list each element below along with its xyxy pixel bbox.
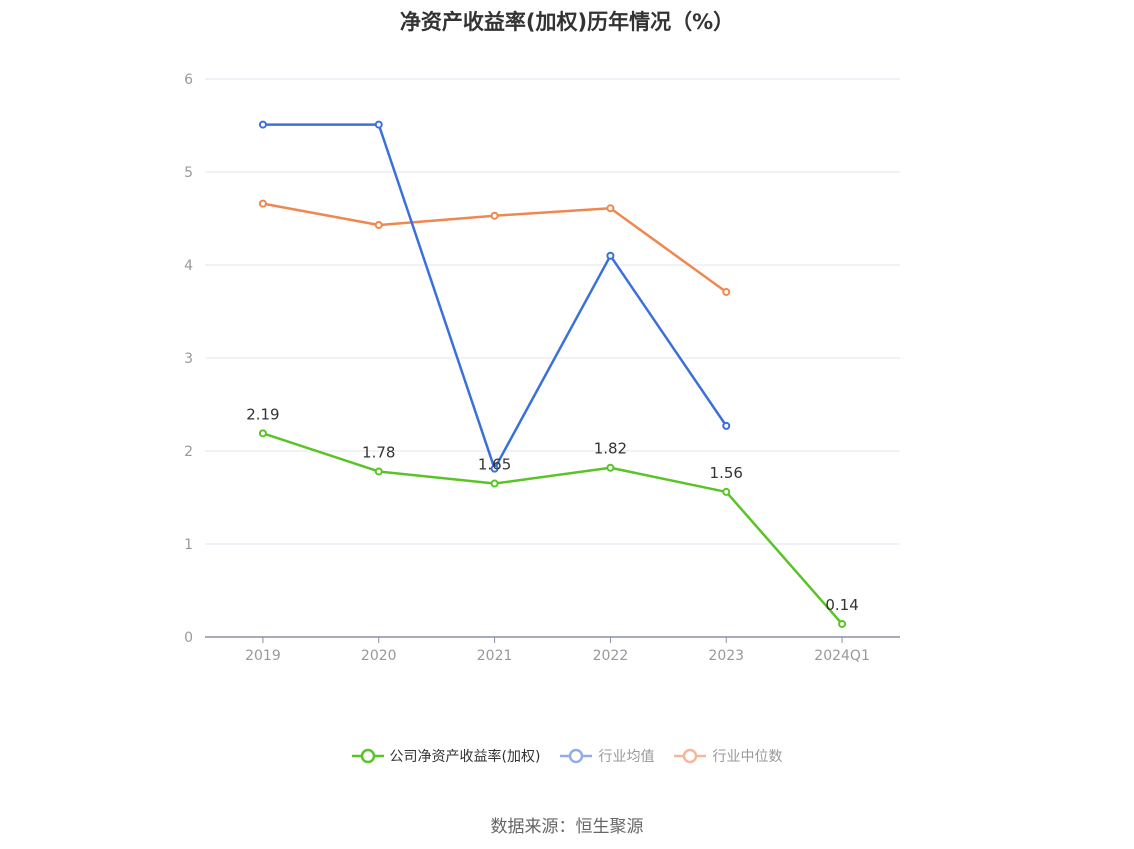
data-source: 数据来源：恒生聚源 [490,817,644,837]
data-point-2[interactable] [374,221,383,230]
data-point-0[interactable] [490,479,499,488]
chart-title: 净资产收益率(加权)历年情况（%） [399,10,735,34]
data-label: 2.19 [246,405,279,423]
data-point-1[interactable] [722,421,731,430]
data-point-0[interactable] [374,467,383,476]
data-label: 0.14 [825,596,858,614]
data-point-0[interactable] [606,463,615,472]
series-line-0 [262,432,844,625]
series-line-1 [262,123,728,470]
y-tick-label: 2 [184,444,193,460]
data-point-2[interactable] [490,211,499,220]
data-labels: 2.19 1.78 1.65 1.82 1.56 0.14 [246,405,859,614]
data-point-1[interactable] [490,464,499,473]
data-point-0[interactable] [258,429,267,438]
data-point-1[interactable] [374,120,383,129]
y-tick-label: 3 [184,351,193,367]
line-chart: 0 1 2 3 4 5 6 2019 2020 2021 2022 2023 2024Q1 2.19 1.… [184,72,900,664]
data-point-0[interactable] [722,487,731,496]
legend-item-2[interactable]: 行业中位数 [674,746,782,766]
x-tick-label: 2023 [708,648,744,664]
y-tick-label: 5 [184,165,193,181]
legend-label: 行业均值 [598,749,655,765]
x-tick-label: 2021 [477,648,513,664]
data-label: 1.78 [362,443,395,461]
data-label: 1.65 [478,456,511,474]
x-tick-label: 2020 [361,648,397,664]
x-tick-label: 2024Q1 [814,648,870,664]
series-lines [258,120,847,628]
data-point-1[interactable] [258,120,267,129]
data-label: 1.56 [710,464,743,482]
legend-item-0[interactable]: 公司净资产收益率(加权) [351,746,541,766]
chart-legend: 公司净资产收益率(加权) 行业均值 行业中位数 [0,746,1134,766]
data-point-2[interactable] [722,287,731,296]
data-point-2[interactable] [606,204,615,213]
x-tick-label: 2019 [245,648,281,664]
data-label: 1.82 [594,440,627,458]
y-tick-label: 0 [184,630,193,646]
x-tick-label: 2022 [593,648,629,664]
legend-item-1[interactable]: 行业均值 [560,746,654,766]
y-tick-label: 6 [184,72,193,88]
data-point-2[interactable] [258,199,267,208]
legend-marker-icon [674,748,707,764]
legend-marker-icon [351,748,384,764]
y-tick-label: 4 [184,258,193,274]
legend-marker-icon [560,748,593,764]
grid-lines [205,78,900,545]
data-point-1[interactable] [606,251,615,260]
y-tick-label: 1 [184,537,193,553]
axes: 0 1 2 3 4 5 6 2019 2020 2021 2022 2023 2024Q1 [184,72,900,664]
legend-label: 公司净资产收益率(加权) [389,749,541,765]
legend-label: 行业中位数 [712,749,783,765]
data-point-0[interactable] [838,619,847,628]
